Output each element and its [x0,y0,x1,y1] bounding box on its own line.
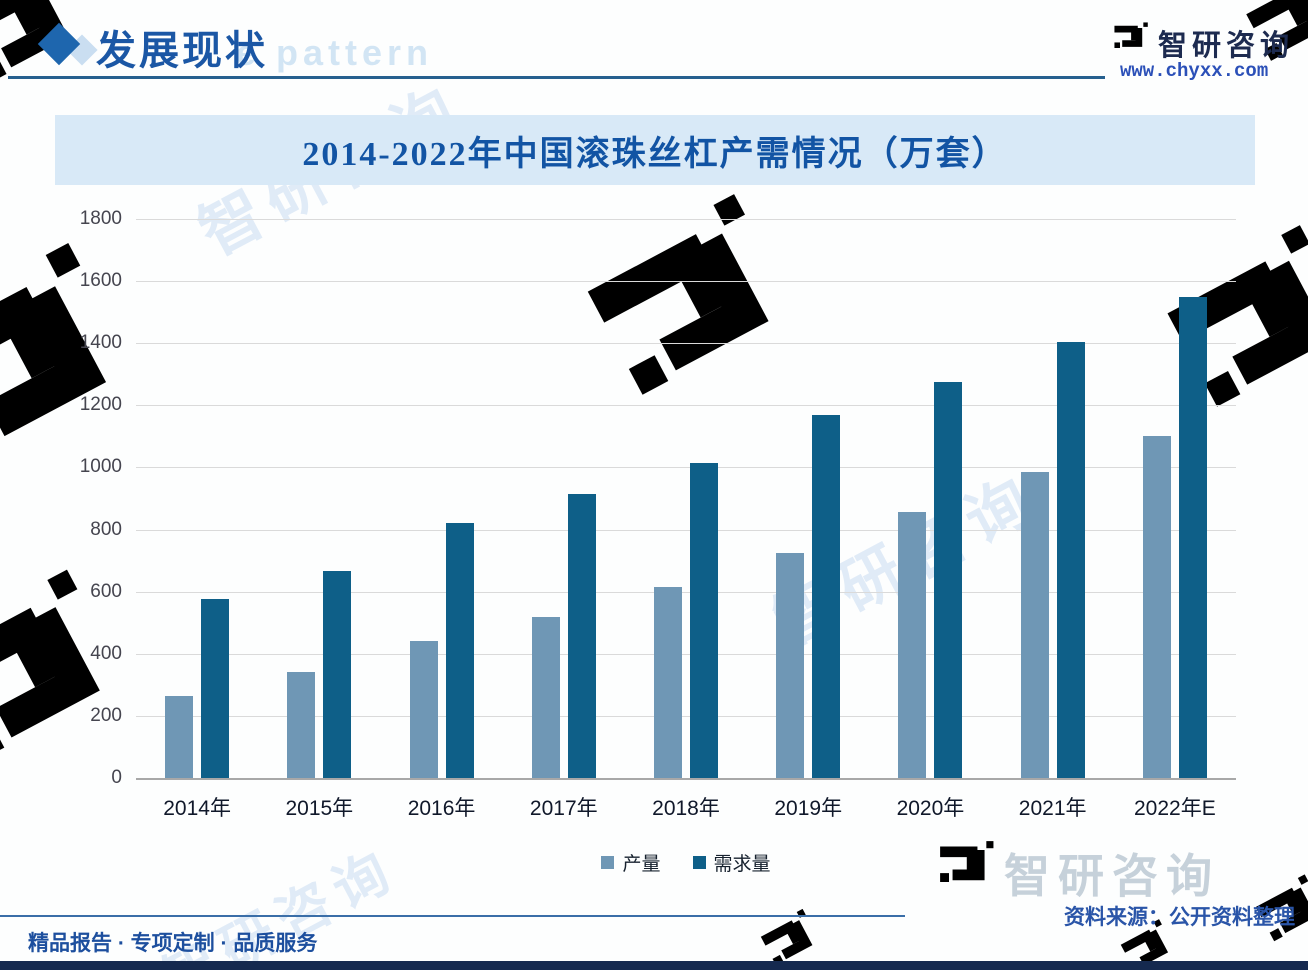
y-tick-label: 600 [90,580,122,602]
y-tick-label: 200 [90,704,122,726]
chart-title: 2014-2022年中国滚珠丝杠产需情况（万套） [302,135,1008,173]
x-tick-label: 2020年 [896,797,965,820]
footer-divider [0,915,905,917]
gridline [136,653,1236,655]
brand-logo-icon [933,834,997,898]
x-tick-label: 2016年 [407,797,476,820]
bar-需求量-2018年 [690,462,718,778]
page-title: 发展现状 [96,29,268,73]
x-axis-line [136,778,1236,780]
watermark-logo-icon [749,901,830,970]
bar-chart: 产量 需求量 0 200 400 600 800 1000 1200 1400 1600 1800 2… [80,208,1236,875]
bar-需求量-2014年 [201,599,230,778]
bar-产量-2017年 [531,616,560,778]
legend-item-产量: 产量 [601,849,661,876]
bar-需求量-2019年 [812,414,841,778]
x-tick-label: 2022年E [1134,797,1216,820]
bar-产量-2016年 [409,641,438,778]
bar-产量-2021年 [1020,472,1049,778]
x-tick-label: 2021年 [1018,797,1087,820]
x-tick-label: 2017年 [529,797,598,820]
gridline [136,529,1236,531]
chart-legend: 产量 需求量 [136,849,1236,876]
x-tick-label: 2015年 [285,797,354,820]
gridline [136,467,1236,469]
bar-产量-2015年 [287,672,316,778]
y-tick-label: 0 [111,767,122,788]
gridline [136,219,1236,220]
x-tick-label: 2019年 [774,797,843,820]
brand-website: www.chyxx.com [1120,60,1269,82]
y-tick-label: 800 [90,518,122,540]
legend-swatch [692,856,706,869]
bar-需求量-2016年 [445,523,474,778]
header-divider [8,76,1105,79]
bar-产量-2018年 [654,587,682,778]
y-tick-label: 400 [90,642,122,664]
footer-brand-name: 智研咨询 [1004,850,1220,902]
legend-label: 产量 [622,854,661,875]
diamond-bullet-icon [37,22,81,66]
gridline [136,715,1236,717]
brand-logo-icon [1110,18,1150,58]
bar-需求量-2022年E [1178,296,1207,778]
bar-需求量-2020年 [934,382,963,778]
legend-item-需求量: 需求量 [692,849,771,876]
bar-产量-2014年 [165,695,194,778]
bottom-strip [0,961,1308,970]
legend-label: 需求量 [713,854,771,875]
header-watermark-text: e pattern [236,32,434,73]
gridline [136,405,1236,407]
bar-产量-2020年 [898,512,927,778]
gridline [136,281,1236,283]
brand-name: 智研咨询 [1158,30,1295,62]
data-source-note: 资料来源：公开资料整理 [1064,906,1295,929]
x-tick-label: 2014年 [163,797,231,820]
y-tick-label: 1800 [79,208,122,229]
y-tick-label: 1200 [79,394,122,416]
y-tick-label: 1000 [79,456,122,478]
bar-产量-2019年 [776,552,805,778]
services-tagline: 精品报告 · 专项定制 · 品质服务 [28,932,318,955]
x-tick-label: 2018年 [652,797,720,820]
bar-需求量-2015年 [323,571,352,778]
y-tick-label: 1600 [79,270,122,292]
chart-title-banner: 2014-2022年中国滚珠丝杠产需情况（万套） [55,115,1255,185]
bar-产量-2022年E [1142,436,1171,778]
legend-swatch [601,856,615,869]
bar-需求量-2017年 [567,493,596,778]
bar-需求量-2021年 [1056,341,1085,778]
y-tick-label: 1400 [79,332,122,354]
gridline [136,591,1236,593]
